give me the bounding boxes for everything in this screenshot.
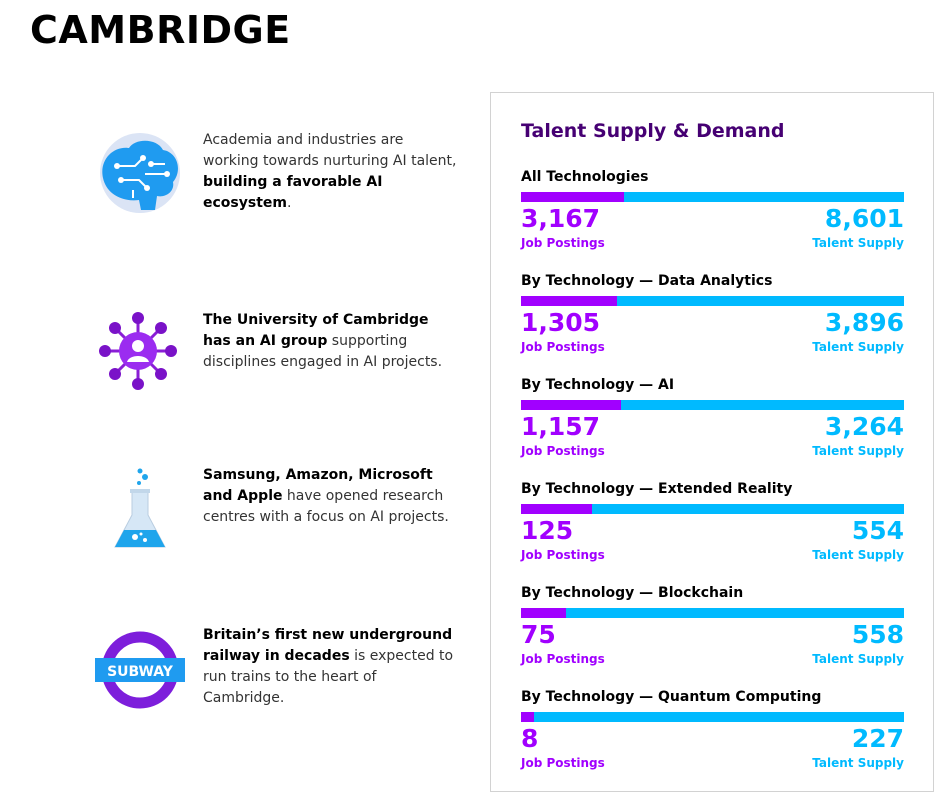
talent-supply-label: Talent Supply [812, 548, 904, 562]
talent-supply-value: 227 [851, 724, 904, 753]
job-postings-label: Job Postings [521, 652, 605, 666]
job-postings-label: Job Postings [521, 236, 605, 250]
brain-circuit-icon [95, 130, 185, 220]
metric-block: By Technology — Extended Reality 125 554 Jo… [521, 481, 904, 581]
metric-block: By Technology — Data Analytics 1,305 3,896… [521, 273, 904, 373]
job-postings-value: 8 [521, 724, 539, 753]
job-postings-value: 1,157 [521, 412, 601, 441]
metric-label: By Technology — Quantum Computing [521, 689, 822, 705]
metric-label: By Technology — AI [521, 377, 675, 393]
supply-demand-bar [521, 504, 904, 514]
talent-supply-value: 3,264 [824, 412, 904, 441]
supply-demand-bar [521, 296, 904, 306]
job-postings-value: 1,305 [521, 308, 601, 337]
metric-label: By Technology — Extended Reality [521, 481, 793, 497]
job-postings-fill [521, 192, 625, 202]
job-postings-fill [521, 400, 622, 410]
job-postings-value: 3,167 [521, 204, 601, 233]
metric-block: By Technology — Quantum Computing 8 227 Job… [521, 689, 904, 789]
subway-badge-text: SUBWAY [107, 664, 174, 680]
metric-label: By Technology — Data Analytics [521, 273, 773, 289]
feature-text: Samsung, Amazon, Microsoft and Apple hav… [203, 467, 449, 525]
job-postings-fill [521, 712, 535, 722]
feature-ai-ecosystem: Academia and industries are working towa… [95, 130, 465, 220]
feature-university-ai-group: The University of Cambridge has an AI gr… [95, 310, 465, 400]
talent-supply-value: 558 [851, 620, 904, 649]
supply-demand-bar [521, 712, 904, 722]
job-postings-value: 75 [521, 620, 556, 649]
job-postings-fill [521, 296, 618, 306]
talent-supply-value: 554 [851, 516, 904, 545]
page-title: CAMBRIDGE [30, 8, 291, 52]
job-postings-value: 125 [521, 516, 574, 545]
feature-research-centres: Samsung, Amazon, Microsoft and Apple hav… [95, 465, 465, 555]
job-postings-label: Job Postings [521, 548, 605, 562]
feature-underground-railway: SUBWAY Britain’s first new underground r… [95, 625, 465, 715]
supply-demand-bar [521, 608, 904, 618]
talent-supply-label: Talent Supply [812, 756, 904, 770]
metric-block: All Technologies 3,167 8,601 Job Postings Ta… [521, 169, 904, 269]
talent-supply-value: 8,601 [824, 204, 904, 233]
talent-supply-label: Talent Supply [812, 340, 904, 354]
job-postings-label: Job Postings [521, 340, 605, 354]
job-postings-fill [521, 504, 592, 514]
subway-roundel-icon: SUBWAY [95, 625, 185, 715]
job-postings-label: Job Postings [521, 756, 605, 770]
job-postings-fill [521, 608, 567, 618]
panel-title: Talent Supply & Demand [521, 120, 785, 142]
talent-supply-label: Talent Supply [812, 236, 904, 250]
supply-demand-bar [521, 400, 904, 410]
metric-block: By Technology — Blockchain 75 558 Job Posti… [521, 585, 904, 685]
metric-block: By Technology — AI 1,157 3,264 Job Postings… [521, 377, 904, 477]
talent-supply-label: Talent Supply [812, 444, 904, 458]
talent-supply-value: 3,896 [824, 308, 904, 337]
talent-panel: Talent Supply & Demand All Technologies 3… [490, 92, 934, 792]
talent-supply-label: Talent Supply [812, 652, 904, 666]
network-person-icon [95, 310, 185, 400]
feature-text: Academia and industries are working towa… [203, 132, 457, 211]
flask-icon [95, 465, 185, 555]
metric-label: All Technologies [521, 169, 649, 185]
metric-label: By Technology — Blockchain [521, 585, 744, 601]
job-postings-label: Job Postings [521, 444, 605, 458]
feature-text: The University of Cambridge has an AI gr… [203, 312, 443, 370]
supply-demand-bar [521, 192, 904, 202]
feature-text: Britain’s first new underground railway … [203, 627, 454, 706]
